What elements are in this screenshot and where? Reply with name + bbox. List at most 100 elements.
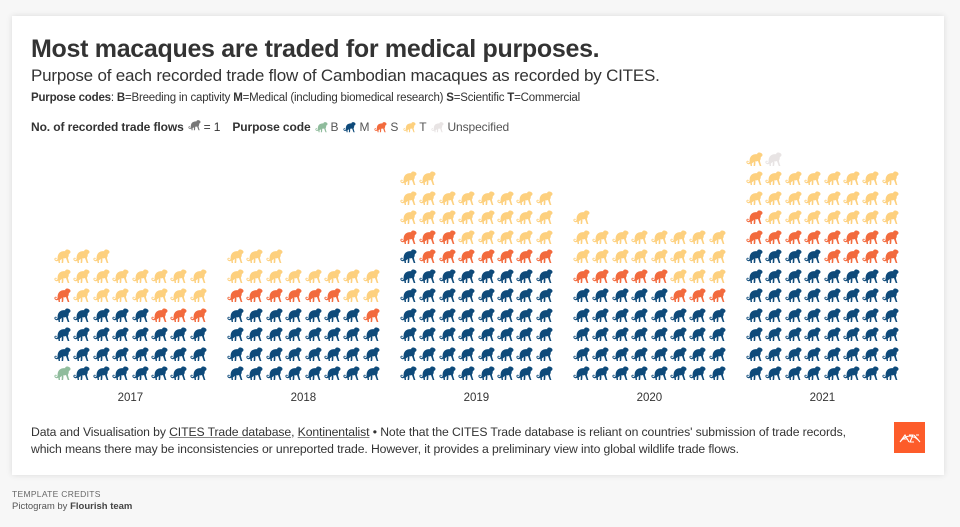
macaque-icon-m[interactable]: [497, 346, 514, 362]
macaque-icon-m[interactable]: [151, 365, 168, 381]
macaque-icon-t[interactable]: [400, 190, 417, 206]
macaque-icon-t[interactable]: [536, 229, 553, 245]
macaque-icon-u[interactable]: [765, 151, 782, 167]
macaque-icon-m[interactable]: [363, 365, 380, 381]
macaque-icon-t[interactable]: [112, 287, 129, 303]
macaque-icon-m[interactable]: [823, 287, 841, 303]
macaque-icon-s[interactable]: [419, 229, 436, 245]
macaque-icon-t[interactable]: [670, 268, 687, 284]
macaque-icon-m[interactable]: [266, 326, 283, 342]
macaque-icon-m[interactable]: [477, 307, 495, 323]
macaque-icon-t[interactable]: [246, 268, 263, 284]
macaque-icon-m[interactable]: [324, 307, 341, 323]
macaque-icon-m[interactable]: [131, 307, 149, 323]
macaque-icon-m[interactable]: [458, 307, 475, 323]
macaque-icon-t[interactable]: [151, 287, 168, 303]
macaque-icon-m[interactable]: [573, 365, 590, 381]
macaque-icon-m[interactable]: [804, 365, 821, 381]
macaque-icon-t[interactable]: [631, 229, 648, 245]
macaque-icon-m[interactable]: [843, 268, 860, 284]
macaque-icon-t[interactable]: [477, 229, 495, 245]
macaque-icon-m[interactable]: [477, 287, 495, 303]
macaque-icon-t[interactable]: [419, 209, 436, 225]
macaque-icon-m[interactable]: [112, 326, 129, 342]
macaque-icon-t[interactable]: [785, 209, 802, 225]
macaque-icon-s[interactable]: [882, 229, 899, 245]
macaque-icon-m[interactable]: [804, 248, 821, 264]
cites-link[interactable]: CITES Trade database: [169, 425, 292, 439]
macaque-icon-m[interactable]: [785, 307, 802, 323]
macaque-icon-m[interactable]: [477, 365, 495, 381]
macaque-icon-t[interactable]: [266, 248, 283, 264]
macaque-icon-t[interactable]: [689, 268, 706, 284]
macaque-icon-m[interactable]: [843, 326, 860, 342]
macaque-icon-m[interactable]: [746, 326, 763, 342]
macaque-icon-m[interactable]: [458, 346, 475, 362]
macaque-icon-s[interactable]: [709, 287, 726, 303]
macaque-icon-m[interactable]: [285, 326, 302, 342]
macaque-icon-m[interactable]: [227, 346, 244, 362]
macaque-icon-m[interactable]: [536, 307, 553, 323]
macaque-icon-t[interactable]: [497, 209, 514, 225]
macaque-icon-m[interactable]: [650, 365, 668, 381]
macaque-icon-m[interactable]: [304, 365, 322, 381]
macaque-icon-t[interactable]: [573, 248, 590, 264]
macaque-icon-t[interactable]: [439, 209, 456, 225]
macaque-icon-m[interactable]: [54, 346, 71, 362]
macaque-icon-m[interactable]: [536, 268, 553, 284]
macaque-icon-t[interactable]: [592, 229, 609, 245]
macaque-icon-m[interactable]: [439, 268, 456, 284]
macaque-icon-m[interactable]: [823, 365, 841, 381]
macaque-icon-s[interactable]: [324, 287, 341, 303]
macaque-icon-t[interactable]: [746, 170, 763, 186]
macaque-icon-t[interactable]: [516, 190, 533, 206]
macaque-icon-m[interactable]: [804, 268, 821, 284]
macaque-icon-m[interactable]: [785, 248, 802, 264]
macaque-icon-m[interactable]: [343, 365, 360, 381]
macaque-icon-s[interactable]: [823, 229, 841, 245]
macaque-icon-m[interactable]: [670, 365, 687, 381]
macaque-icon-t[interactable]: [419, 190, 436, 206]
macaque-icon-m[interactable]: [324, 326, 341, 342]
macaque-icon-t[interactable]: [419, 170, 436, 186]
macaque-icon-m[interactable]: [227, 307, 244, 323]
macaque-icon-m[interactable]: [592, 307, 609, 323]
macaque-icon-m[interactable]: [689, 307, 706, 323]
macaque-icon-m[interactable]: [190, 346, 207, 362]
macaque-icon-m[interactable]: [304, 346, 322, 362]
macaque-icon-m[interactable]: [862, 287, 879, 303]
macaque-icon-m[interactable]: [536, 326, 553, 342]
macaque-icon-m[interactable]: [285, 346, 302, 362]
macaque-icon-m[interactable]: [439, 307, 456, 323]
macaque-icon-m[interactable]: [458, 268, 475, 284]
macaque-icon-m[interactable]: [631, 365, 648, 381]
macaque-icon-s[interactable]: [170, 307, 187, 323]
macaque-icon-m[interactable]: [516, 307, 533, 323]
macaque-icon-s[interactable]: [631, 268, 648, 284]
macaque-icon-m[interactable]: [170, 346, 187, 362]
macaque-icon-s[interactable]: [151, 307, 168, 323]
macaque-icon-m[interactable]: [458, 326, 475, 342]
macaque-icon-s[interactable]: [746, 229, 763, 245]
macaque-icon-m[interactable]: [324, 365, 341, 381]
macaque-icon-s[interactable]: [862, 248, 879, 264]
macaque-icon-s[interactable]: [363, 307, 380, 323]
macaque-icon-t[interactable]: [612, 248, 629, 264]
macaque-icon-m[interactable]: [862, 365, 879, 381]
macaque-icon-t[interactable]: [746, 151, 763, 167]
macaque-icon-m[interactable]: [592, 365, 609, 381]
macaque-icon-t[interactable]: [343, 268, 360, 284]
macaque-icon-m[interactable]: [843, 307, 860, 323]
macaque-icon-t[interactable]: [190, 287, 207, 303]
macaque-icon-t[interactable]: [439, 190, 456, 206]
macaque-icon-m[interactable]: [400, 248, 417, 264]
macaque-icon-m[interactable]: [343, 307, 360, 323]
macaque-icon-m[interactable]: [612, 307, 629, 323]
macaque-icon-m[interactable]: [439, 346, 456, 362]
macaque-icon-t[interactable]: [823, 190, 841, 206]
macaque-icon-m[interactable]: [419, 346, 436, 362]
macaque-icon-m[interactable]: [93, 365, 110, 381]
macaque-icon-m[interactable]: [804, 346, 821, 362]
macaque-icon-m[interactable]: [419, 287, 436, 303]
macaque-icon-t[interactable]: [862, 190, 879, 206]
